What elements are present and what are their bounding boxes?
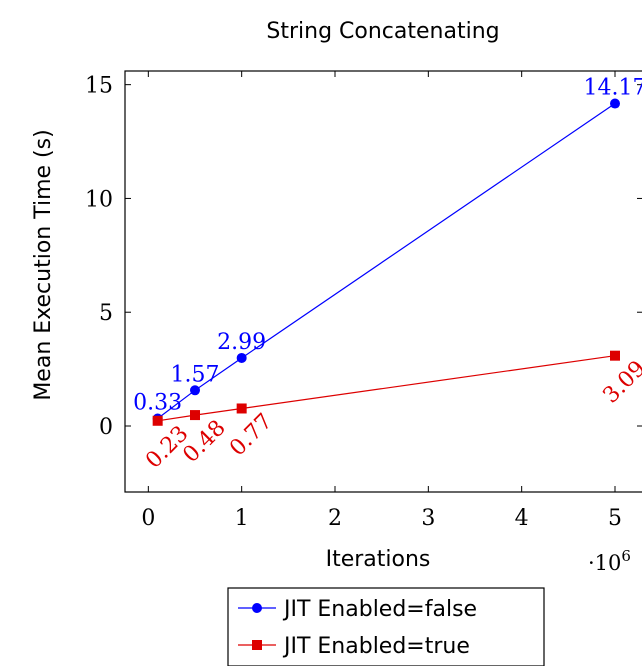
y-tick-label: 15 bbox=[85, 74, 113, 99]
legend-box bbox=[227, 587, 545, 666]
x-tick-label: 3 bbox=[421, 506, 435, 531]
y-tick-label: 5 bbox=[99, 301, 113, 326]
x-tick-label: 4 bbox=[515, 506, 529, 531]
chart-title: String Concatenating bbox=[266, 19, 499, 44]
data-point bbox=[236, 403, 247, 414]
data-label: 3.09 bbox=[598, 356, 642, 408]
series-1: 0.33 1.57 2.99 14.17 bbox=[133, 76, 642, 424]
data-label: 14.17 bbox=[584, 76, 642, 101]
data-point bbox=[190, 385, 200, 396]
legend-item: JIT Enabled=false bbox=[238, 597, 477, 622]
x-tick-label: 0 bbox=[141, 506, 155, 531]
data-point bbox=[610, 98, 620, 109]
y-tick-label: 0 bbox=[99, 415, 113, 440]
data-point bbox=[152, 415, 163, 426]
series-line bbox=[157, 103, 616, 419]
data-point bbox=[610, 350, 620, 361]
data-label: 0.77 bbox=[225, 409, 277, 461]
legend-item: JIT Enabled=true bbox=[238, 634, 470, 659]
legend-marker bbox=[252, 603, 262, 613]
legend-marker bbox=[252, 640, 262, 650]
x-tick-label: 2 bbox=[328, 506, 342, 531]
x-axis-label: Iterations bbox=[326, 547, 431, 572]
data-label: 2.99 bbox=[217, 330, 266, 355]
legend-label: JIT Enabled=false bbox=[282, 597, 477, 622]
data-point bbox=[236, 352, 247, 363]
data-point bbox=[190, 410, 200, 421]
x-axis-multiplier-exponent: 6 bbox=[621, 547, 631, 565]
axis-ticks: 0 1 2 3 4 5 0 5 10 15 bbox=[85, 71, 642, 531]
plot-area-frame bbox=[124, 70, 642, 493]
y-axis-label: Mean Execution Time (s) bbox=[31, 129, 56, 400]
x-tick-label: 1 bbox=[235, 506, 249, 531]
data-label: 0.33 bbox=[133, 390, 182, 415]
x-axis-multiplier: ·106 bbox=[588, 547, 631, 575]
x-tick-label: 5 bbox=[608, 506, 622, 531]
y-tick-label: 10 bbox=[85, 187, 113, 212]
series-line bbox=[157, 355, 616, 422]
x-axis-multiplier-base: ·10 bbox=[588, 551, 621, 575]
data-label: 1.57 bbox=[171, 362, 220, 387]
legend: JIT Enabled=false JIT Enabled=true bbox=[227, 587, 545, 666]
data-label: 0.48 bbox=[178, 416, 230, 468]
legend-label: JIT Enabled=true bbox=[282, 634, 470, 659]
